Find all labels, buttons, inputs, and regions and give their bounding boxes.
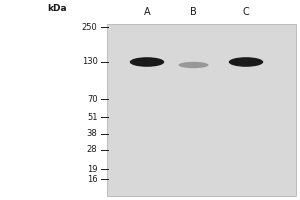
Text: A: A (144, 7, 150, 17)
Text: 38: 38 (87, 130, 98, 138)
Text: 51: 51 (87, 112, 98, 121)
Text: 70: 70 (87, 95, 98, 104)
Text: 19: 19 (87, 164, 98, 173)
Text: C: C (243, 7, 249, 17)
Ellipse shape (130, 57, 164, 67)
Text: B: B (190, 7, 197, 17)
Ellipse shape (178, 62, 208, 68)
Text: kDa: kDa (47, 4, 67, 13)
Text: 130: 130 (82, 58, 98, 66)
Text: 28: 28 (87, 146, 98, 154)
Text: 250: 250 (82, 22, 98, 31)
Text: 16: 16 (87, 174, 98, 184)
Bar (106, 24, 296, 196)
Ellipse shape (229, 57, 263, 67)
